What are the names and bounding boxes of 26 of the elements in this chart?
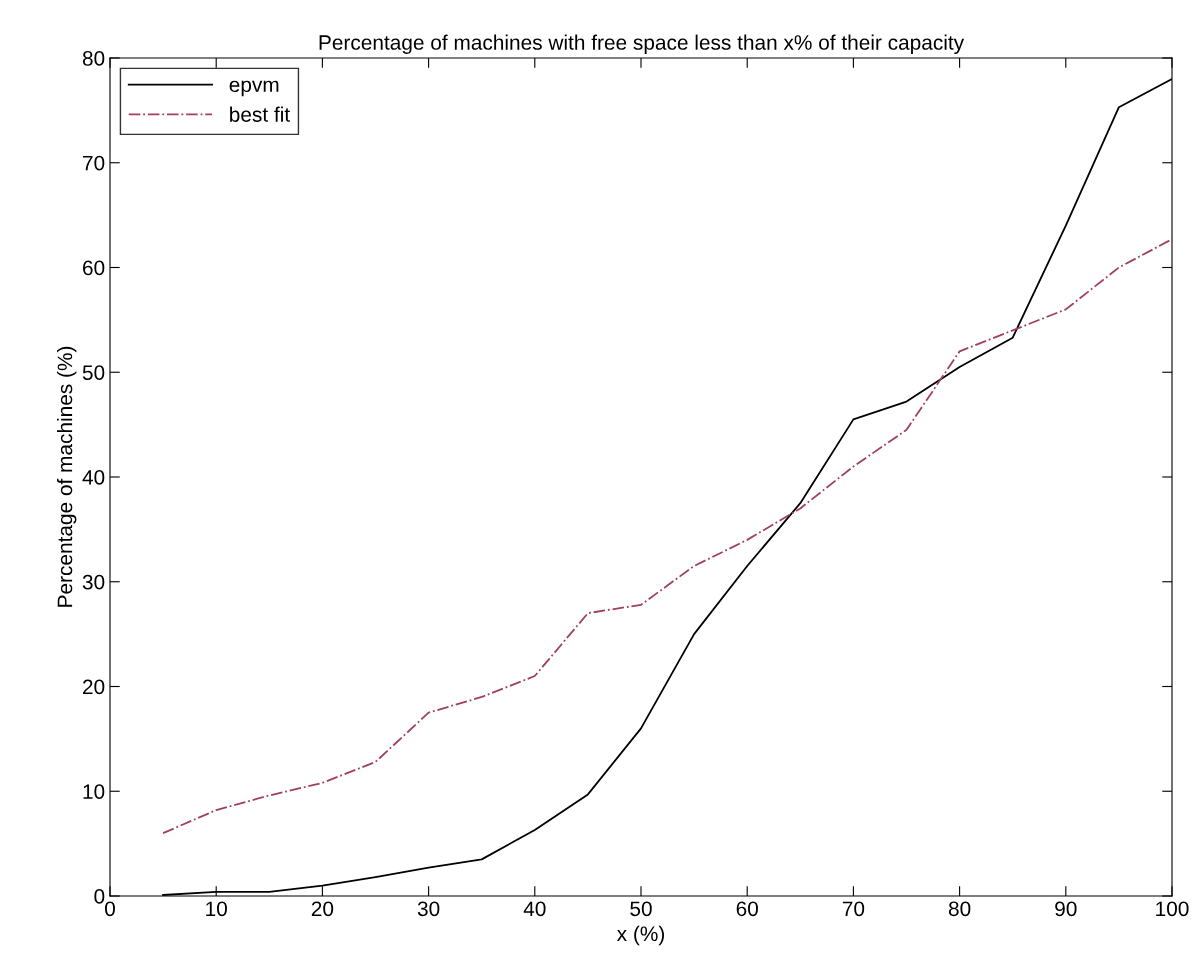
x-tick-label: 70 (842, 901, 865, 917)
x-tick-label: 100 (1156, 901, 1189, 917)
chart-title: Percentage of machines with free space less than x% of their capacity (319, 34, 965, 54)
y-tick-label: 50 (82, 365, 105, 380)
line-series (162, 238, 1172, 835)
y-tick-label: 10 (83, 784, 105, 799)
legend-label: best fit (230, 106, 290, 122)
x-tick-label: 20 (311, 901, 334, 917)
x-tick-label: 90 (1055, 901, 1077, 917)
y-axis-title: Percentage of machines (%) (56, 346, 77, 607)
x-tick-label: 0 (105, 901, 115, 917)
y-tick-label: 60 (83, 260, 105, 276)
y-tick-label: 70 (83, 155, 105, 171)
legend-label: epvm (229, 80, 279, 97)
y-tick-label: 20 (83, 679, 105, 695)
y-tick-label: 30 (82, 574, 105, 590)
y-tick-label: 80 (82, 51, 105, 66)
y-tick-label: 40 (82, 470, 105, 485)
x-tick-label: 50 (630, 901, 652, 917)
x-tick-label: 30 (417, 901, 440, 917)
x-tick-label: 40 (523, 901, 546, 917)
y-tick-label: 0 (94, 889, 105, 904)
x-tick-label: 80 (948, 901, 971, 917)
x-tick-label: 10 (206, 901, 227, 917)
x-tick-label: 60 (736, 901, 758, 917)
x-axis-title: x (%) (616, 925, 665, 946)
